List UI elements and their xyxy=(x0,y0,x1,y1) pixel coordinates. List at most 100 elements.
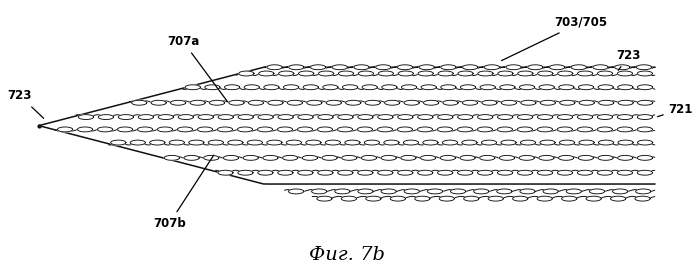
Polygon shape xyxy=(558,71,572,76)
Polygon shape xyxy=(501,140,516,145)
Polygon shape xyxy=(598,85,613,90)
Polygon shape xyxy=(289,189,303,194)
Polygon shape xyxy=(557,115,572,120)
Polygon shape xyxy=(443,100,458,105)
Polygon shape xyxy=(267,140,282,145)
Polygon shape xyxy=(345,100,361,105)
Polygon shape xyxy=(284,85,298,90)
Polygon shape xyxy=(497,189,512,194)
Polygon shape xyxy=(617,127,633,132)
Polygon shape xyxy=(305,140,321,145)
Polygon shape xyxy=(578,155,593,160)
Polygon shape xyxy=(205,85,220,90)
Polygon shape xyxy=(257,127,273,132)
Polygon shape xyxy=(282,155,298,160)
Polygon shape xyxy=(342,155,357,160)
Polygon shape xyxy=(99,115,113,120)
Polygon shape xyxy=(598,170,612,175)
Polygon shape xyxy=(586,196,601,201)
Polygon shape xyxy=(597,127,612,132)
Polygon shape xyxy=(539,85,554,90)
Polygon shape xyxy=(528,65,543,70)
Polygon shape xyxy=(438,127,452,132)
Polygon shape xyxy=(577,71,593,76)
Polygon shape xyxy=(538,115,553,120)
Polygon shape xyxy=(318,115,333,120)
Polygon shape xyxy=(171,100,186,105)
Polygon shape xyxy=(377,127,393,132)
Polygon shape xyxy=(404,100,419,105)
Polygon shape xyxy=(345,140,360,145)
Polygon shape xyxy=(637,115,652,120)
Polygon shape xyxy=(157,127,173,132)
Polygon shape xyxy=(338,71,354,76)
Polygon shape xyxy=(138,115,154,120)
Polygon shape xyxy=(610,196,626,201)
Polygon shape xyxy=(210,100,224,105)
Polygon shape xyxy=(427,189,442,194)
Polygon shape xyxy=(198,115,213,120)
Polygon shape xyxy=(439,196,454,201)
Polygon shape xyxy=(338,170,353,175)
Polygon shape xyxy=(618,155,633,160)
Polygon shape xyxy=(335,189,350,194)
Polygon shape xyxy=(497,127,512,132)
Polygon shape xyxy=(317,127,333,132)
Polygon shape xyxy=(593,65,608,70)
Text: 723: 723 xyxy=(617,49,641,70)
Polygon shape xyxy=(538,170,553,175)
Polygon shape xyxy=(375,65,391,70)
Polygon shape xyxy=(258,170,273,175)
Polygon shape xyxy=(185,85,201,90)
Polygon shape xyxy=(319,71,333,76)
Polygon shape xyxy=(521,100,536,105)
Polygon shape xyxy=(617,170,633,175)
Polygon shape xyxy=(577,170,593,175)
Polygon shape xyxy=(457,127,473,132)
Polygon shape xyxy=(325,140,340,145)
Polygon shape xyxy=(480,155,495,160)
Polygon shape xyxy=(302,155,317,160)
Polygon shape xyxy=(382,85,397,90)
Polygon shape xyxy=(589,189,605,194)
Polygon shape xyxy=(637,71,652,76)
Polygon shape xyxy=(477,170,493,175)
Polygon shape xyxy=(317,196,332,201)
Polygon shape xyxy=(480,85,496,90)
Polygon shape xyxy=(598,115,612,120)
Polygon shape xyxy=(559,140,575,145)
Polygon shape xyxy=(398,71,413,76)
Polygon shape xyxy=(441,65,456,70)
Polygon shape xyxy=(438,170,453,175)
Polygon shape xyxy=(537,196,552,201)
Polygon shape xyxy=(398,115,413,120)
Polygon shape xyxy=(617,71,633,76)
Polygon shape xyxy=(500,85,515,90)
Polygon shape xyxy=(538,71,553,76)
Polygon shape xyxy=(421,155,435,160)
Polygon shape xyxy=(442,140,458,145)
Polygon shape xyxy=(362,85,377,90)
Polygon shape xyxy=(403,140,419,145)
Polygon shape xyxy=(110,140,126,145)
Polygon shape xyxy=(498,71,513,76)
Polygon shape xyxy=(506,65,521,70)
Polygon shape xyxy=(217,127,233,132)
Polygon shape xyxy=(97,127,113,132)
Polygon shape xyxy=(239,71,254,76)
Polygon shape xyxy=(462,100,477,105)
Polygon shape xyxy=(566,189,582,194)
Polygon shape xyxy=(361,155,377,160)
Polygon shape xyxy=(224,155,238,160)
Polygon shape xyxy=(158,115,173,120)
Polygon shape xyxy=(635,189,651,194)
Polygon shape xyxy=(247,140,262,145)
Polygon shape xyxy=(243,155,259,160)
Polygon shape xyxy=(637,155,653,160)
Polygon shape xyxy=(438,71,453,76)
Polygon shape xyxy=(557,170,572,175)
Polygon shape xyxy=(488,196,503,201)
Polygon shape xyxy=(598,140,614,145)
Polygon shape xyxy=(310,65,326,70)
Polygon shape xyxy=(415,196,430,201)
